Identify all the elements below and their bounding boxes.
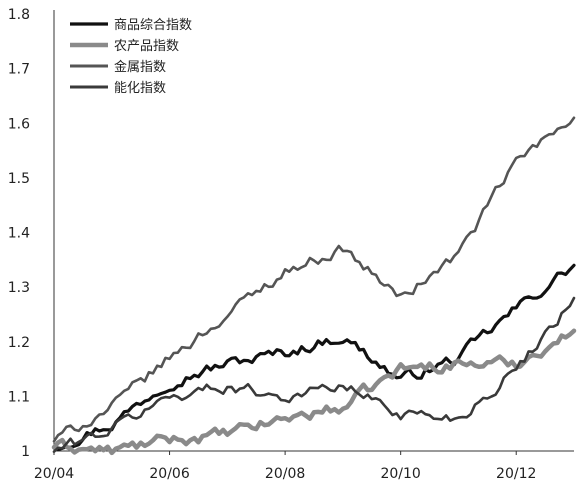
y-tick-label: 1.4 xyxy=(8,226,30,242)
series-line-1 xyxy=(51,328,577,456)
y-tick-label: 1.6 xyxy=(8,116,30,132)
x-tick-label: 20/08 xyxy=(265,466,305,482)
x-tick-labels: 20/04 20/06 20/08 20/10 20/12 xyxy=(34,451,536,482)
series-line-0 xyxy=(52,263,576,452)
series-line-2 xyxy=(52,116,576,443)
y-tick-label: 1.5 xyxy=(8,171,30,187)
axes xyxy=(53,10,574,452)
y-tick-label: 1.7 xyxy=(8,62,30,78)
legend-entry: 农产品指数 xyxy=(114,39,179,54)
y-tick-label: 1.3 xyxy=(8,280,30,296)
x-tick-label: 20/04 xyxy=(34,466,74,482)
series-lines xyxy=(51,116,577,456)
legend-entry: 商品综合指数 xyxy=(114,18,192,33)
x-tick-label: 20/06 xyxy=(149,466,189,482)
y-tick-labels: 1 1.1 1.2 1.3 1.4 1.5 1.6 1.7 1.8 xyxy=(8,7,30,460)
series-line-3 xyxy=(52,296,576,453)
y-tick-label: 1.8 xyxy=(8,7,30,23)
x-tick-label: 20/10 xyxy=(380,466,420,482)
legend-entry: 金属指数 xyxy=(114,59,166,75)
y-tick-label: 1 xyxy=(21,444,30,460)
x-tick-label: 20/12 xyxy=(496,466,536,482)
legend-entry: 能化指数 xyxy=(114,81,166,96)
y-tick-label: 1.1 xyxy=(8,389,30,405)
y-tick-label: 1.2 xyxy=(8,335,30,351)
